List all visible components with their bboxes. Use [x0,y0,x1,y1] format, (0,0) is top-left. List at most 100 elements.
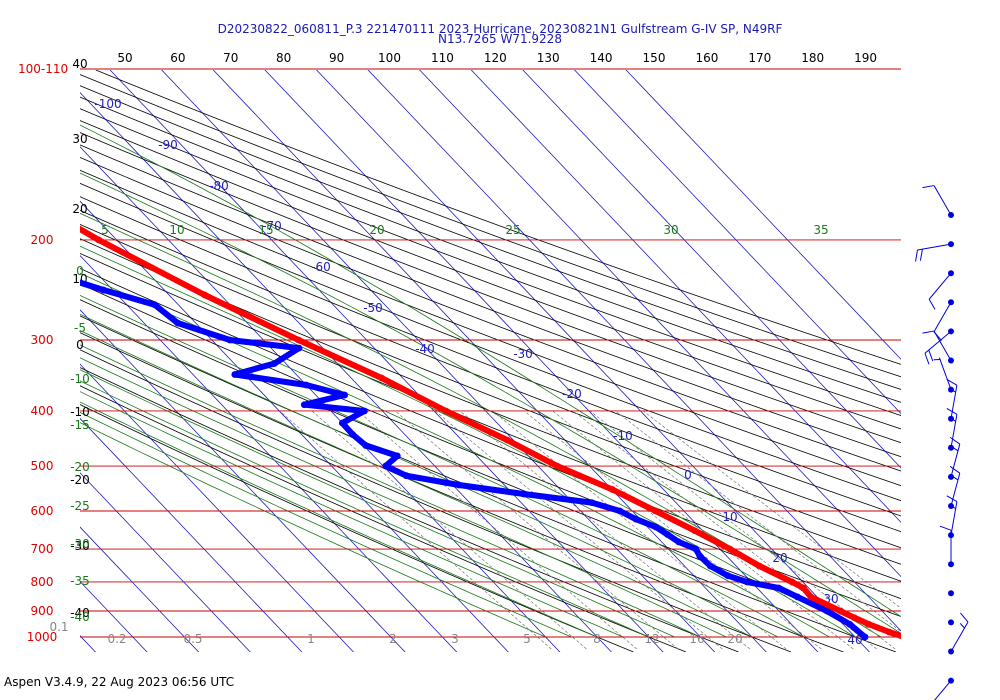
temperature-point [39,204,46,211]
dry-adiabat-line [80,74,901,378]
moist-adiabat-line [80,401,598,638]
mixing-ratio-label: 12 [644,632,659,646]
isotherm-label: -40 [415,342,435,356]
isotherm-line [80,472,251,652]
dewpoint-point [382,462,390,470]
dewpoint-point [231,371,239,378]
pressure-tick-label: 100-110 [18,62,68,76]
top-axis-label: 110 [431,51,454,65]
top-axis-label: 180 [801,51,824,65]
dewpoint-point [174,319,182,327]
temperature-point [756,562,763,570]
moist-adiabat-line [80,172,901,634]
dewpoint-point [271,360,278,367]
dewpoint-point [696,552,704,560]
wind-barb-feather [949,466,961,474]
temperature-point [788,578,796,586]
wind-barb-half-feather [959,623,965,629]
height-tick-label: 20 [72,202,87,216]
wind-barb-feather [922,330,935,334]
moist-adiabat-line [80,411,572,638]
mixing-ratio-line [643,410,901,609]
wind-barb-staff [924,331,952,354]
mixing-ratio-line [552,410,854,650]
moist-adiabat-label: 5 [101,223,109,237]
mixing-ratio-label: 16 [689,632,704,646]
top-axis-label: 130 [537,51,560,65]
temperature-point [378,374,386,382]
wind-barb-staff [950,501,958,536]
pressure-tick-label: 200 [31,233,54,247]
mixing-ratio-line [523,410,822,650]
mixing-ratio-line [357,410,638,650]
dewpoint-point [349,431,357,438]
isotherm-label: -80 [209,179,229,193]
temperature-point [900,635,901,639]
dewpoint-point [632,515,640,523]
mixing-ratio-line [573,410,877,650]
dry-adiabat-line [80,349,792,652]
chart-grid [80,70,901,652]
temperature-point [726,545,734,553]
dry-adiabat-line [80,332,844,652]
temperature-point [442,407,450,415]
top-axis-label: 100 [378,51,401,65]
dry-adiabat-line [80,144,901,458]
wind-barb-staff [938,357,952,390]
height-tick-label: -30 [70,539,90,553]
isotherm-label: -30 [513,347,533,361]
moist-adiabat-line [80,422,546,638]
top-axis-label: 190 [854,51,877,65]
dry-adiabat-line [80,209,901,533]
sounding-data [39,204,901,641]
isotherm-line [80,526,200,652]
dewpoint-point [706,562,714,570]
chart-title: D20230822_060811_P.3 221470111 2023 Hurr… [217,22,783,36]
mixing-ratio-label: 3 [451,632,459,646]
wind-barb-feather [928,349,934,362]
temperature-point [885,628,893,636]
moist-adiabat-label: 35 [813,223,828,237]
wind-barb-feather [960,612,969,623]
isobars [80,68,901,638]
wind-barb-staff [933,185,952,216]
dry-adiabat-line [80,223,901,549]
moist-adiabat-side-label: -35 [70,574,90,588]
dewpoint-point [794,593,801,601]
isotherm-line [574,70,901,415]
wind-barb-half-feather [949,417,956,422]
isotherm-line [80,91,613,652]
wind-barb-half-feather [949,388,956,393]
moist-adiabat-line [80,124,901,618]
wind-barb-half-feather [952,476,959,481]
wind-barb-feather [924,353,930,365]
moist-adiabat-label: 25 [505,223,520,237]
wind-barb-staff [933,302,952,332]
isotherm-label: -60 [311,260,331,274]
moist-adiabat-label: 15 [258,223,273,237]
temperature-point [201,291,209,299]
top-axis-label: 160 [695,51,718,65]
moist-adiabat-line [80,330,753,638]
dry-adiabat-line [80,367,739,652]
moist-adiabat-line [80,369,675,638]
wind-barb-feather [919,249,923,261]
dewpoint-point [402,472,410,480]
moist-adiabat-side-label: 0 [76,264,84,278]
dry-adiabat-line [80,267,901,600]
wind-barb-feather [946,408,958,415]
wind-barb-staff [934,680,952,700]
wind-barb-staff [928,272,952,300]
mixing-ratio-line [311,410,587,650]
dry-adiabat-line [80,120,901,430]
height-tick-label: -40 [70,606,90,620]
wind-barb-staff [950,385,958,419]
dewpoint-point [846,620,854,628]
mixing-ratio-label: 20 [727,632,742,646]
dewpoint-point [664,531,671,538]
dry-adiabat-line [80,238,901,565]
pressure-tick-label: 900 [31,604,54,618]
dewpoint-point [51,271,58,278]
top-axis-label: 150 [643,51,666,65]
wind-barb-feather [939,525,952,531]
